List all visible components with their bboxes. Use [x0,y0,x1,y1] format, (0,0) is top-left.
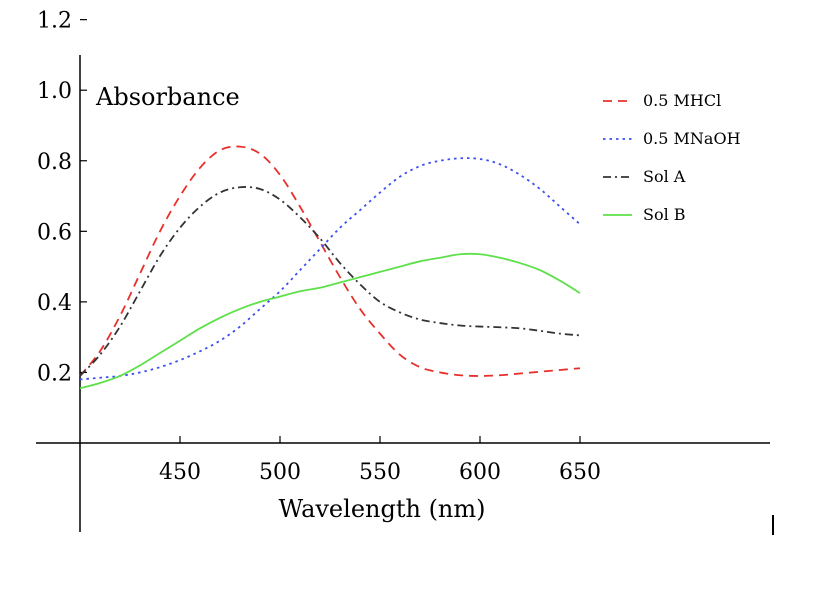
y-tick-label: 0.8 [37,150,72,175]
data-lines [79,145,581,390]
x-tick-label: 450 [159,460,201,485]
y-tick-label: 0.2 [37,361,72,386]
x-tick-label: 650 [559,460,601,485]
x-axis-title: Wavelength (nm) [278,495,485,523]
x-tick-label: 550 [359,460,401,485]
series-line-4 [79,252,581,390]
legend-label: Sol B [643,205,686,224]
x-tick-label: 500 [259,460,301,485]
legend-label: 0.5 MNaOH [643,129,741,148]
x-tick-label: 600 [459,460,501,485]
y-axis-title: Absorbance [95,83,240,111]
series-line-2 [79,157,581,381]
y-tick-label: 0.6 [37,220,72,245]
y-tick-label: 1.0 [37,79,72,104]
series-line-1 [79,145,581,377]
legend: 0.5 MHCl 0.5 MNaOH Sol A Sol B [603,91,741,224]
y-tick-label: 1.2 [37,9,72,34]
axes [36,55,770,532]
legend-label: 0.5 MHCl [643,91,721,110]
legend-label: Sol A [643,167,686,186]
ticks: 450 500 550 600 650 0.2 0.4 0.6 0.8 1.0 1.2 [37,9,601,485]
series-line-3 [79,186,581,377]
y-tick-label: 0.4 [37,291,72,316]
